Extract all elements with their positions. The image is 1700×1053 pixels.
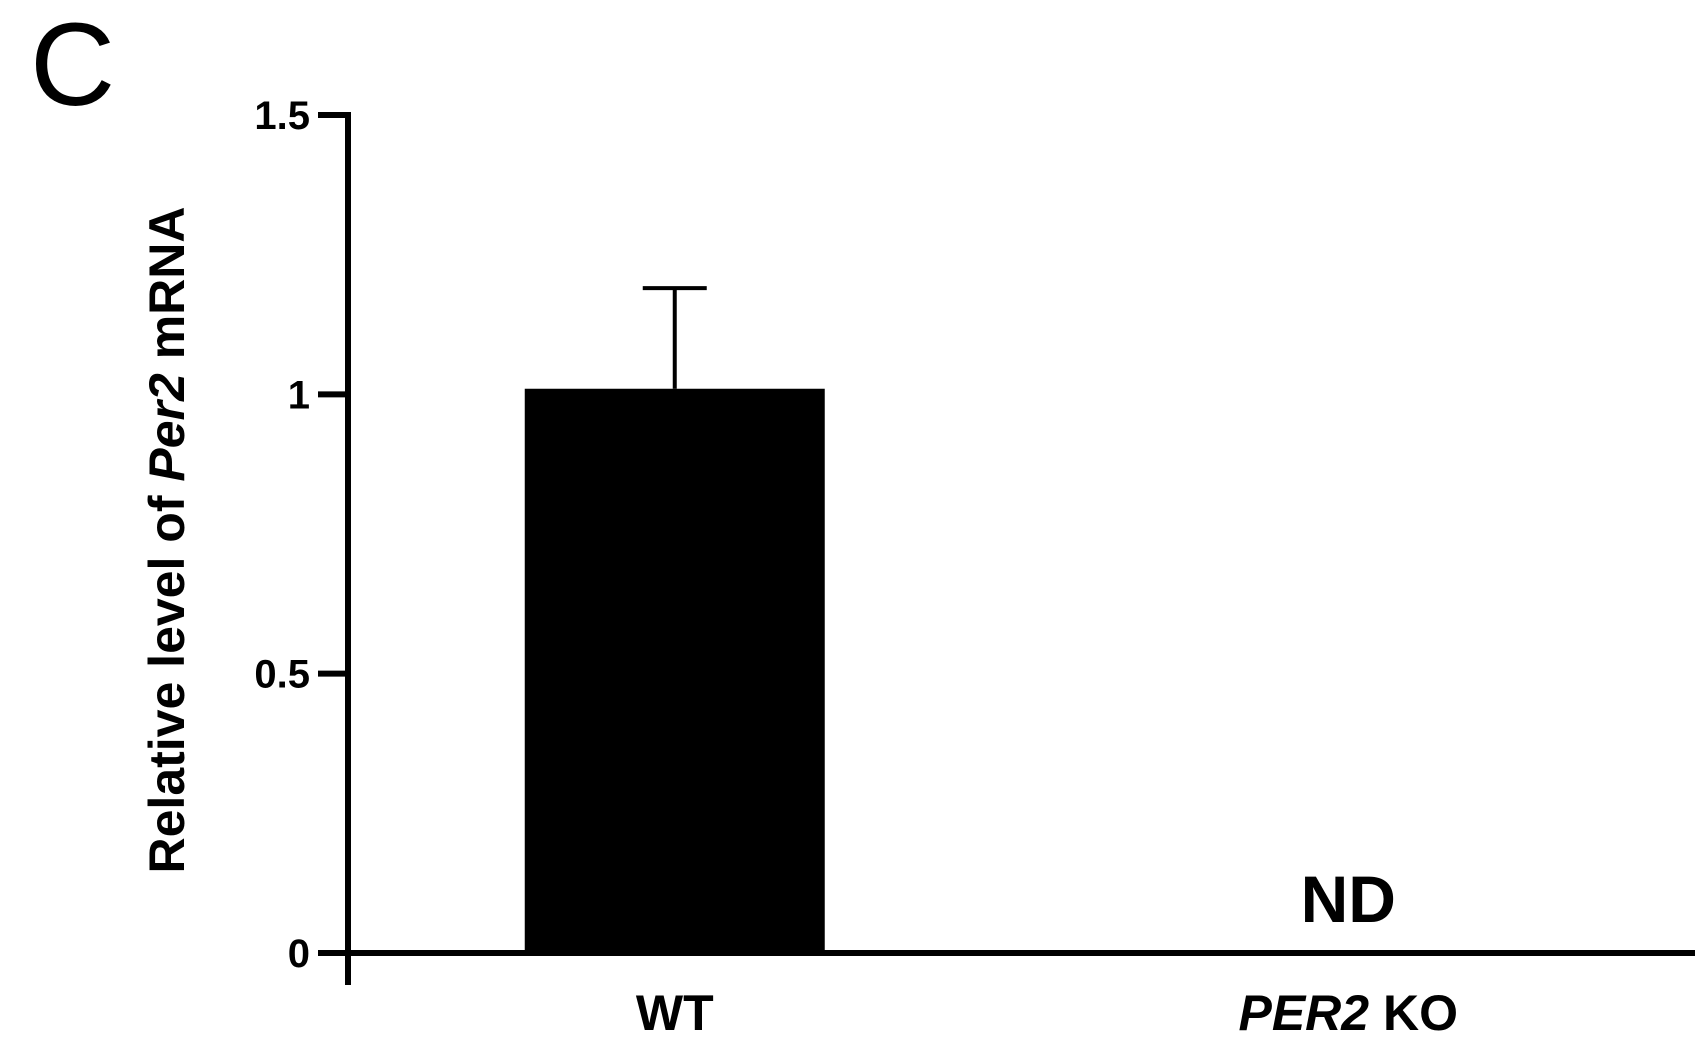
- y-tick-label: 0: [288, 932, 310, 976]
- x-category-label-part: KO: [1369, 985, 1458, 1041]
- y-axis-title-part: Relative level of: [139, 482, 195, 874]
- x-category-label: PER2 KO: [1238, 985, 1458, 1041]
- axes: [318, 112, 1695, 985]
- panel-letter: C: [30, 0, 116, 131]
- bars: [524, 286, 825, 953]
- labels: 0 0.5 1 1.5 Relative level of Per2 mRNA WT PER…: [139, 94, 1458, 1041]
- x-category-label-part: WT: [636, 985, 714, 1041]
- y-axis-title-part: Per2: [139, 373, 195, 482]
- nd-annotation: ND: [1301, 862, 1396, 936]
- x-category-label-part: PER2: [1238, 985, 1369, 1041]
- y-tick-label: 1: [288, 373, 310, 417]
- y-tick-label: 0.5: [254, 653, 310, 697]
- bar-wt: [524, 388, 825, 953]
- x-category-label: WT: [636, 985, 714, 1041]
- y-axis-title-part: mRNA: [139, 207, 195, 374]
- y-axis-title: Relative level of Per2 mRNA: [139, 207, 195, 874]
- y-tick-label: 1.5: [254, 94, 310, 138]
